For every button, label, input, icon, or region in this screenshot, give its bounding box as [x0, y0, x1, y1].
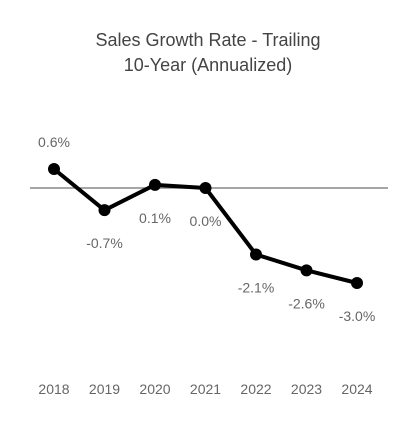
x-tick-label-2024: 2024 [341, 381, 372, 397]
data-label-2020: 0.1% [139, 210, 171, 226]
chart-title-line-1: Sales Growth Rate - Trailing [95, 30, 320, 50]
data-label-2022: -2.1% [238, 280, 275, 296]
plot-area: 0.6% -0.7% 0.1% 0.0% -2.1% -2.6% -3.0% 2018 2019… [38, 134, 375, 397]
data-label-2019: -0.7% [86, 235, 123, 251]
data-label-2018: 0.6% [38, 134, 70, 150]
chart-title-line-2: 10-Year (Annualized) [124, 55, 292, 75]
data-point-2022 [250, 248, 262, 261]
data-label-2023: -2.6% [288, 295, 325, 311]
x-tick-label-2020: 2020 [139, 381, 170, 397]
x-tick-label-2019: 2019 [89, 381, 120, 397]
x-tick-label-2023: 2023 [291, 381, 322, 397]
data-point-2019 [98, 204, 111, 217]
data-point-2021 [199, 182, 212, 194]
data-point-2023 [300, 264, 313, 277]
data-label-2021: 0.0% [190, 213, 222, 229]
x-tick-label-2021: 2021 [190, 381, 221, 397]
data-point-2020 [149, 178, 161, 191]
x-tick-label-2022: 2022 [240, 381, 271, 397]
data-label-2024: -3.0% [339, 308, 376, 324]
x-tick-label-2018: 2018 [38, 381, 69, 397]
data-point-2018 [48, 163, 60, 175]
data-point-2024 [351, 277, 363, 289]
